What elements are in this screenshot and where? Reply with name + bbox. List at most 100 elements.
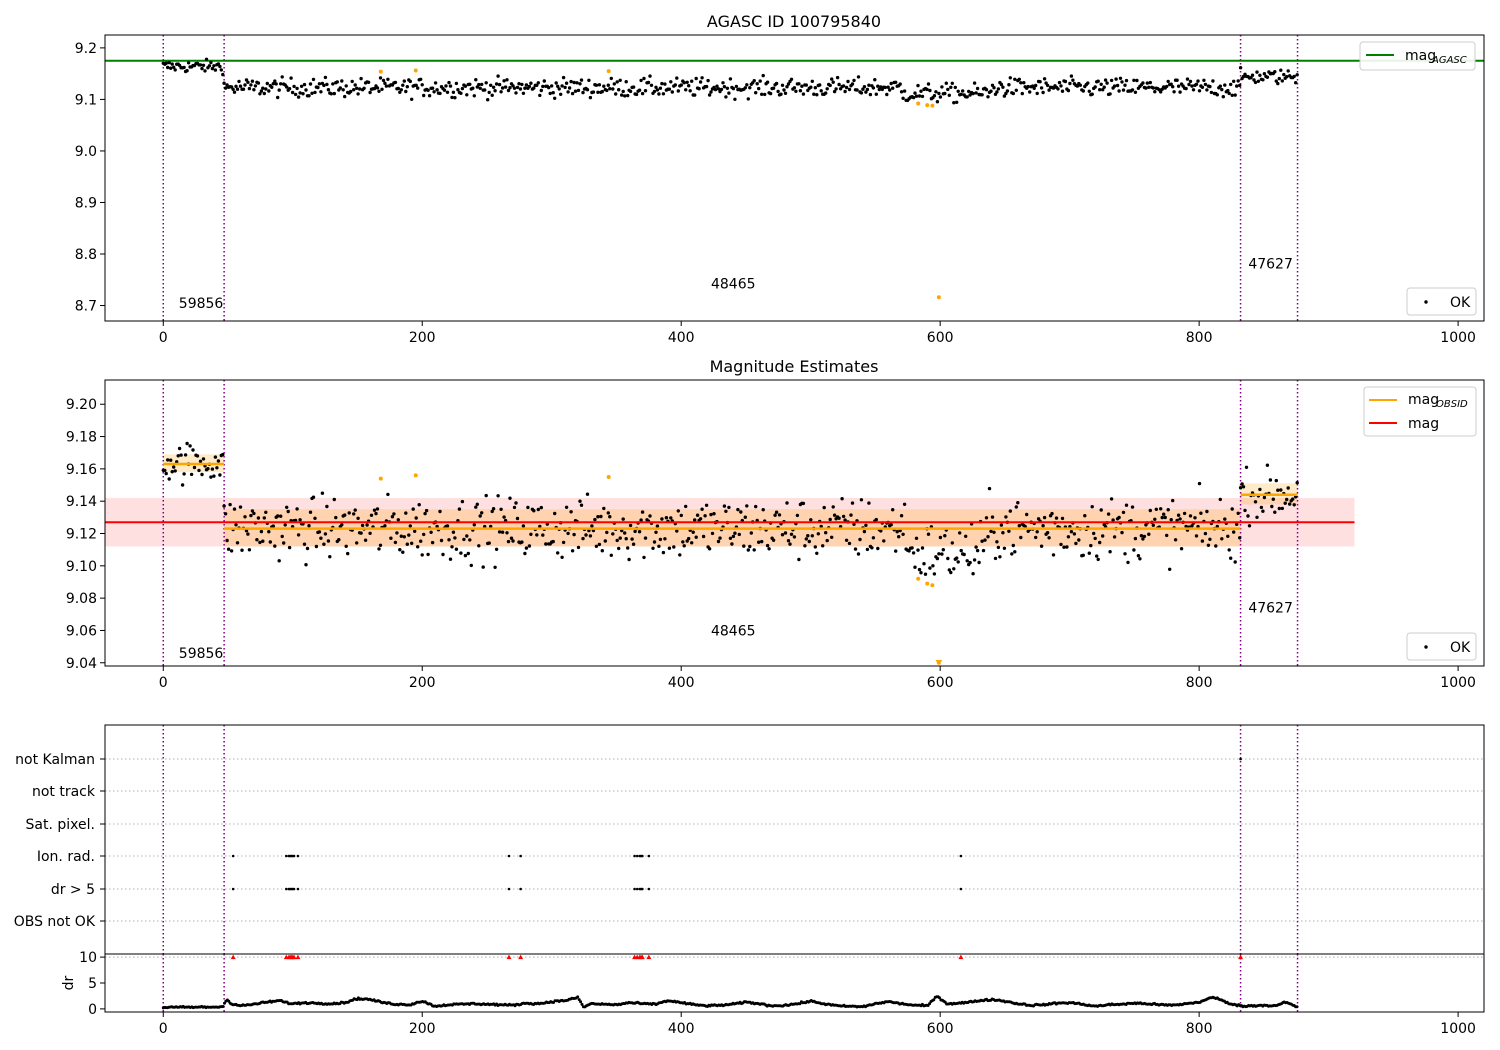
ok-point [864, 523, 868, 527]
ok-point [824, 91, 828, 95]
ok-point [591, 90, 596, 94]
ok-point [898, 82, 902, 86]
ok-point [1240, 482, 1244, 486]
ok-point [899, 90, 904, 94]
ok-point [1159, 507, 1163, 511]
ok-point [1205, 509, 1209, 514]
ok-point [343, 513, 347, 517]
ok-point [834, 87, 838, 91]
ok-point [782, 88, 786, 92]
ok-point [1232, 79, 1236, 84]
ok-point [515, 85, 520, 90]
ok-point [317, 530, 322, 534]
ok-point [1042, 77, 1047, 81]
dr-tick-label: 5 [88, 976, 97, 992]
ok-point [325, 82, 329, 87]
ok-point [393, 540, 398, 545]
ok-point [642, 76, 646, 81]
ok-point [698, 80, 703, 84]
ok-point [640, 510, 645, 514]
ok-point [1001, 531, 1005, 535]
ok-point [783, 531, 788, 535]
ok-point [972, 81, 977, 85]
ok-point [241, 87, 246, 91]
ok-point [561, 540, 566, 545]
ok-point [201, 63, 206, 67]
ok-point [1121, 88, 1126, 92]
ok-point [520, 82, 524, 87]
ok-point [792, 86, 797, 90]
ok-point [687, 84, 691, 88]
ok-point [401, 83, 405, 87]
ok-point [497, 82, 502, 87]
ok-point [573, 89, 578, 93]
ok-point [438, 91, 442, 96]
ok-point [472, 523, 476, 527]
ok-point [1111, 518, 1115, 522]
ok-point [468, 82, 472, 87]
ok-point [221, 452, 225, 457]
ok-point [830, 77, 834, 81]
ok-point [755, 82, 759, 86]
ok-point [471, 86, 475, 90]
outlier-point [606, 69, 611, 74]
flag-point [292, 887, 296, 891]
ok-point [1123, 552, 1127, 556]
ok-point [378, 543, 383, 547]
ok-point [277, 88, 281, 92]
outlier-clipped-marker [935, 660, 943, 665]
ok-point [298, 91, 302, 95]
ok-point [609, 553, 613, 557]
ok-point [1086, 81, 1090, 85]
ok-point [206, 467, 210, 471]
ok-point [472, 94, 476, 98]
ok-point [423, 511, 427, 516]
ok-point [657, 92, 661, 96]
ok-point [1262, 72, 1267, 76]
obsid-label: 47627 [1248, 601, 1293, 617]
ok-point [393, 80, 398, 85]
ok-point [250, 509, 255, 513]
ok-point [1028, 90, 1032, 94]
ok-point [384, 84, 389, 88]
ok-point [955, 556, 959, 560]
ok-point [166, 65, 170, 70]
ok-point [734, 84, 739, 89]
ok-point [797, 557, 801, 562]
ok-point [216, 62, 221, 66]
ok-point [624, 80, 628, 84]
flag-row-label: not track [32, 784, 96, 800]
ok-point [383, 524, 387, 528]
ok-point [1291, 497, 1295, 501]
ok-point [704, 503, 709, 507]
ok-point [1063, 79, 1068, 84]
ok-point [832, 89, 837, 94]
ok-point [308, 510, 313, 514]
ok-point [724, 95, 728, 99]
ok-point [716, 87, 721, 91]
ok-point [1115, 83, 1120, 88]
ok-point [932, 94, 937, 98]
ok-point [261, 86, 265, 90]
ok-point [628, 523, 633, 528]
y-tick-label: 9.06 [66, 623, 97, 639]
ok-point [1011, 543, 1015, 548]
axes-frame [104, 724, 1485, 954]
ok-point [693, 93, 697, 97]
ok-point [319, 536, 323, 540]
ok-point [390, 515, 395, 519]
ok-point [593, 517, 597, 522]
ok-point [786, 539, 791, 543]
dr-clipped-marker [518, 954, 524, 960]
ok-point [627, 557, 631, 562]
ok-point [232, 507, 237, 511]
ok-point [722, 85, 727, 89]
ok-point [938, 95, 943, 99]
ok-point [728, 77, 733, 81]
flag-point [959, 854, 963, 858]
x-tick-label: 200 [409, 330, 436, 346]
ok-point [1203, 531, 1208, 536]
ok-point [581, 90, 585, 95]
ok-point [803, 544, 807, 548]
ok-point [916, 83, 920, 88]
